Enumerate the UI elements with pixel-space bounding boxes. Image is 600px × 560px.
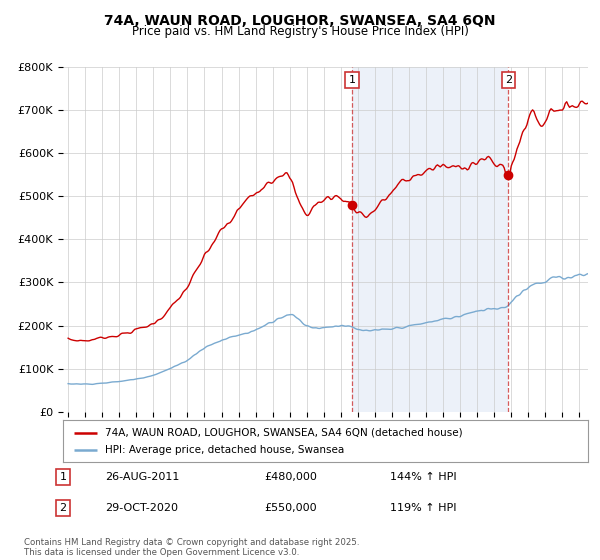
Text: 26-AUG-2011: 26-AUG-2011 <box>105 472 179 482</box>
Text: Contains HM Land Registry data © Crown copyright and database right 2025.
This d: Contains HM Land Registry data © Crown c… <box>24 538 359 557</box>
Text: 1: 1 <box>349 75 355 85</box>
Text: 29-OCT-2020: 29-OCT-2020 <box>105 503 178 513</box>
Text: 2: 2 <box>505 75 512 85</box>
Text: 2: 2 <box>59 503 67 513</box>
Text: 74A, WAUN ROAD, LOUGHOR, SWANSEA, SA4 6QN (detached house): 74A, WAUN ROAD, LOUGHOR, SWANSEA, SA4 6Q… <box>105 428 463 437</box>
Text: £550,000: £550,000 <box>264 503 317 513</box>
Text: 1: 1 <box>59 472 67 482</box>
Text: 144% ↑ HPI: 144% ↑ HPI <box>390 472 457 482</box>
Text: 74A, WAUN ROAD, LOUGHOR, SWANSEA, SA4 6QN: 74A, WAUN ROAD, LOUGHOR, SWANSEA, SA4 6Q… <box>104 14 496 28</box>
Text: HPI: Average price, detached house, Swansea: HPI: Average price, detached house, Swan… <box>105 445 344 455</box>
Text: £480,000: £480,000 <box>264 472 317 482</box>
Text: 119% ↑ HPI: 119% ↑ HPI <box>390 503 457 513</box>
Bar <box>352 67 508 412</box>
Text: Price paid vs. HM Land Registry's House Price Index (HPI): Price paid vs. HM Land Registry's House … <box>131 25 469 38</box>
